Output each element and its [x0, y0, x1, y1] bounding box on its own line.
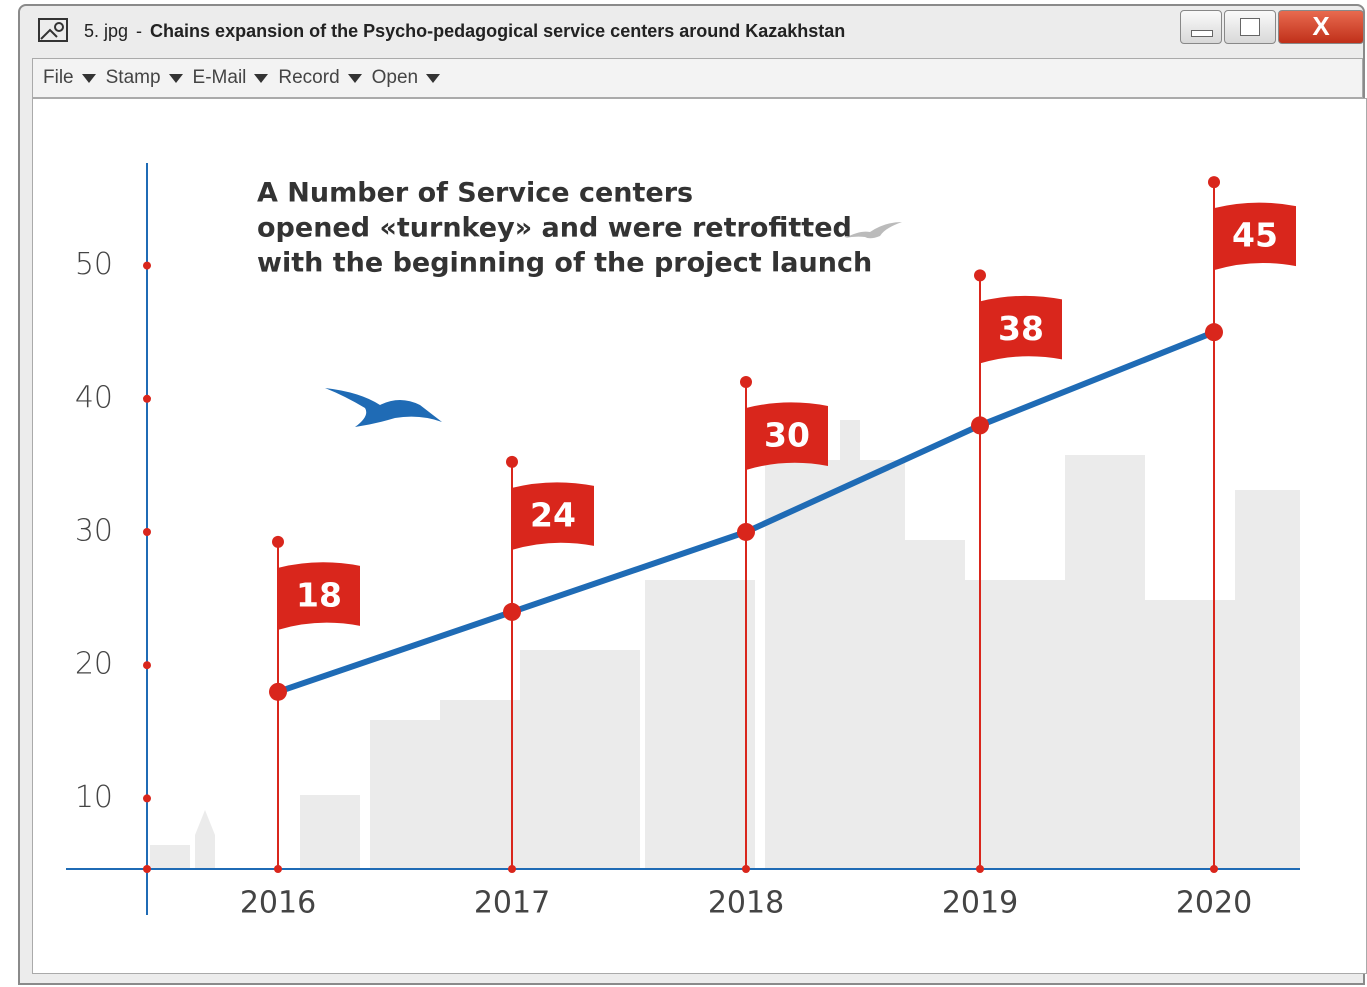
x-tick-label: 2016	[240, 886, 316, 921]
data-label: 45	[1232, 216, 1278, 255]
bird	[325, 388, 442, 427]
pole-top	[740, 376, 752, 388]
y-tick-label: 20	[75, 647, 113, 682]
point	[503, 603, 521, 621]
pole-base	[742, 865, 750, 873]
y-tick-label: 40	[75, 380, 113, 415]
pole-base	[976, 865, 984, 873]
pole-base	[274, 865, 282, 873]
data-label: 30	[764, 415, 810, 454]
pole-base	[508, 865, 516, 873]
pole-base	[1210, 865, 1218, 873]
pole-top	[272, 536, 284, 548]
point	[737, 523, 755, 541]
point	[1205, 323, 1223, 341]
chart: A Number of Service centers opened «turnk…	[0, 0, 1367, 987]
pole-top	[506, 456, 518, 468]
x-tick-label: 2020	[1176, 886, 1252, 921]
y-tick	[143, 262, 151, 270]
pole-top	[1208, 176, 1220, 188]
data-label: 24	[530, 495, 576, 534]
y-tick	[143, 794, 151, 802]
bird	[845, 222, 902, 238]
y-tick	[143, 528, 151, 536]
skyline	[150, 420, 1300, 869]
chart-title: with the beginning of the project launch	[257, 248, 872, 279]
axis-origin	[143, 865, 151, 873]
chart-title: opened «turnkey» and were retrofitted	[257, 213, 852, 244]
x-tick-label: 2018	[708, 886, 784, 921]
data-label: 18	[296, 575, 342, 614]
y-tick	[143, 395, 151, 403]
y-tick-label: 50	[75, 247, 113, 282]
point	[269, 683, 287, 701]
x-tick-label: 2017	[474, 886, 550, 921]
point	[971, 416, 989, 434]
chart-title: A Number of Service centers	[257, 178, 693, 209]
data-label: 38	[998, 309, 1044, 348]
y-tick	[143, 661, 151, 669]
y-tick-label: 30	[75, 513, 113, 548]
x-tick-label: 2019	[942, 886, 1018, 921]
y-tick-label: 10	[75, 780, 113, 815]
pole-top	[974, 269, 986, 281]
page: 5. jpg - Chains expansion of the Psycho-…	[0, 0, 1367, 987]
